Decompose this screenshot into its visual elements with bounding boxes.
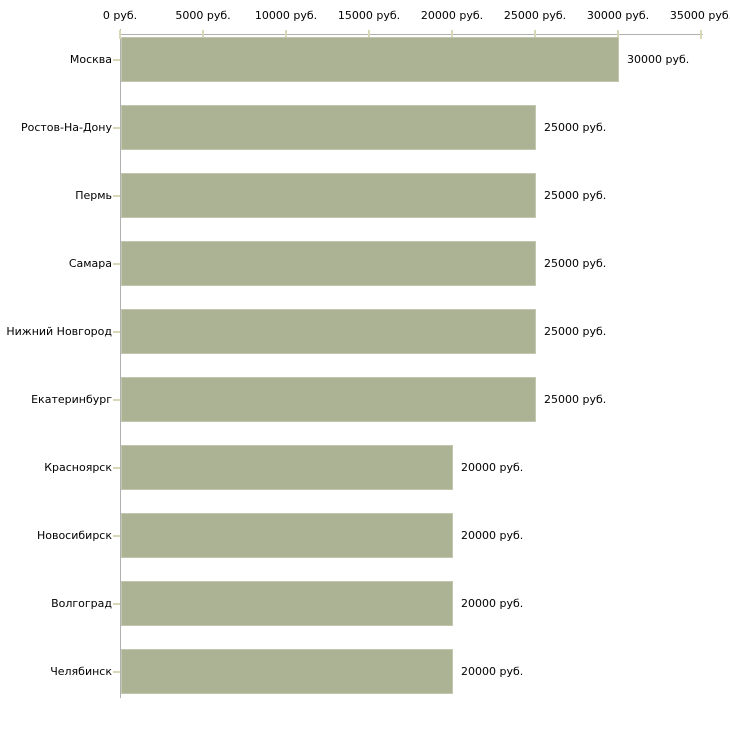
y-tick-mark — [113, 59, 120, 61]
category-label: Красноярск — [44, 461, 112, 474]
y-tick-mark — [113, 331, 120, 333]
value-label: 25000 руб. — [544, 393, 607, 406]
y-tick-mark — [113, 535, 120, 537]
x-tick-label: 30000 руб. — [586, 9, 650, 22]
category-label: Екатеринбург — [31, 393, 112, 406]
x-tick-mark — [368, 30, 370, 39]
y-tick-mark — [113, 195, 120, 197]
x-tick-label: 10000 руб. — [254, 9, 318, 22]
bar — [121, 445, 453, 490]
x-axis-line — [120, 34, 703, 35]
category-label: Ростов-На-Дону — [20, 121, 112, 134]
category-label: Волгоград — [51, 597, 112, 610]
y-tick-mark — [113, 127, 120, 129]
y-tick-mark — [113, 671, 120, 673]
x-tick-mark — [451, 30, 453, 39]
x-tick-label: 0 руб. — [102, 9, 138, 22]
bar — [121, 581, 453, 626]
x-tick-label: 25000 руб. — [503, 9, 567, 22]
value-label: 20000 руб. — [461, 597, 524, 610]
bar — [121, 37, 619, 82]
bar — [121, 241, 536, 286]
x-tick-label: 15000 руб. — [337, 9, 401, 22]
value-label: 20000 руб. — [461, 529, 524, 542]
x-tick-label: 5000 руб. — [175, 9, 231, 22]
y-tick-mark — [113, 467, 120, 469]
value-label: 20000 руб. — [461, 461, 524, 474]
bar — [121, 513, 453, 558]
bar — [121, 173, 536, 218]
value-label: 20000 руб. — [461, 665, 524, 678]
category-label: Пермь — [75, 189, 112, 202]
value-label: 25000 руб. — [544, 257, 607, 270]
y-axis-line — [120, 29, 121, 698]
x-tick-mark — [617, 30, 619, 39]
bar — [121, 649, 453, 694]
category-label: Новосибирск — [36, 529, 112, 542]
value-label: 30000 руб. — [627, 53, 690, 66]
x-tick-mark — [285, 30, 287, 39]
y-tick-mark — [113, 603, 120, 605]
bar — [121, 377, 536, 422]
value-label: 25000 руб. — [544, 121, 607, 134]
value-label: 25000 руб. — [544, 325, 607, 338]
y-tick-mark — [113, 399, 120, 401]
x-tick-label: 35000 руб. — [669, 9, 730, 22]
x-tick-label: 20000 руб. — [420, 9, 484, 22]
y-tick-mark — [113, 263, 120, 265]
x-tick-mark — [534, 30, 536, 39]
category-label: Челябинск — [50, 665, 112, 678]
x-tick-mark — [700, 30, 702, 39]
x-tick-mark — [202, 30, 204, 39]
value-label: 25000 руб. — [544, 189, 607, 202]
x-tick-mark — [119, 30, 121, 39]
category-label: Самара — [68, 257, 112, 270]
bar — [121, 105, 536, 150]
category-label: Москва — [69, 53, 112, 66]
category-label: Нижний Новгород — [6, 325, 112, 338]
bar — [121, 309, 536, 354]
